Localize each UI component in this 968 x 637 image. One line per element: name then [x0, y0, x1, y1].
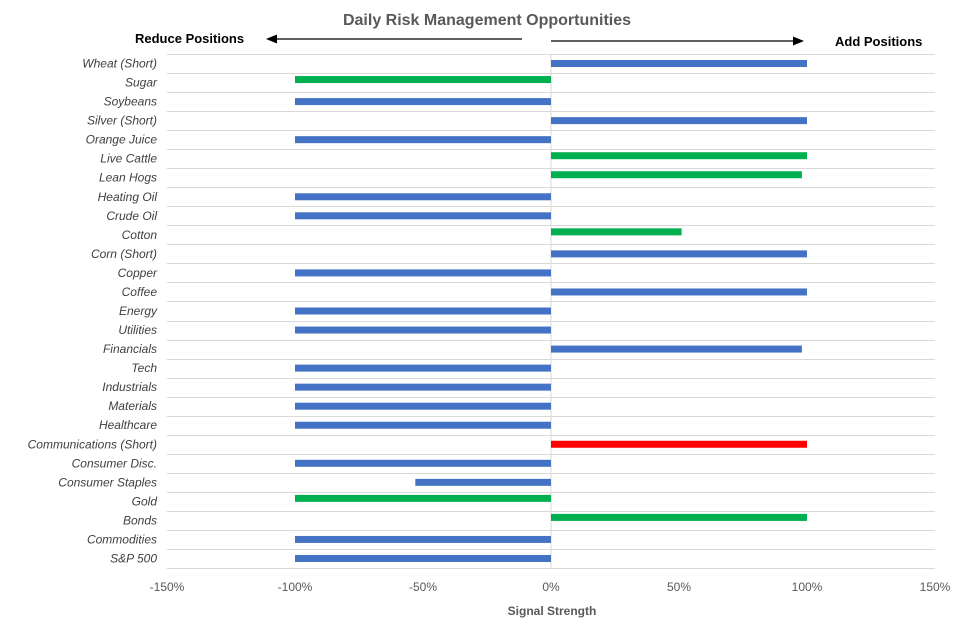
category-label: Wheat (Short)	[82, 57, 157, 71]
category-label: Materials	[108, 399, 157, 413]
bar-utilities	[295, 326, 551, 334]
x-tick-label: 0%	[542, 580, 560, 594]
bar-crude-oil	[295, 212, 551, 220]
bar-bonds	[551, 513, 807, 521]
category-label: Crude Oil	[106, 209, 157, 223]
bar-cotton	[551, 228, 682, 236]
bar-wheat-short	[551, 60, 807, 68]
bar-s-p-500	[295, 554, 551, 562]
category-label: Healthcare	[99, 418, 157, 432]
x-tick-label: -150%	[150, 580, 185, 594]
bar-corn-short	[551, 250, 807, 258]
chart-title: Daily Risk Management Opportunities	[343, 12, 631, 29]
bar-lean-hogs	[551, 171, 802, 179]
bar-communications-short	[551, 440, 807, 448]
category-label: Commodities	[87, 532, 157, 546]
reduce-positions-label: Reduce Positions	[135, 31, 244, 46]
category-label: Energy	[119, 304, 158, 318]
category-label: Copper	[118, 266, 158, 280]
x-tick-label: 50%	[667, 580, 691, 594]
bar-industrials	[295, 383, 551, 391]
bar-coffee	[551, 288, 807, 296]
category-label: Coffee	[122, 285, 158, 299]
x-axis-title: Signal Strength	[508, 604, 597, 618]
bar-materials	[295, 402, 551, 410]
bar-consumer-disc	[295, 459, 551, 467]
bar-orange-juice	[295, 136, 551, 144]
add-positions-label: Add Positions	[835, 34, 922, 49]
category-label: Soybeans	[104, 95, 157, 109]
category-label: Silver (Short)	[87, 114, 157, 128]
x-tick-label: -50%	[409, 580, 437, 594]
category-label: Communications (Short)	[28, 437, 157, 451]
category-label: Corn (Short)	[91, 247, 157, 261]
bar-copper	[295, 269, 551, 277]
category-label: Financials	[103, 342, 157, 356]
category-label: Consumer Staples	[58, 475, 157, 489]
category-label: S&P 500	[110, 551, 157, 565]
category-label: Orange Juice	[86, 133, 158, 147]
bar-consumer-staples	[415, 478, 551, 486]
bar-commodities	[295, 535, 551, 543]
category-label: Bonds	[123, 513, 157, 527]
category-label: Utilities	[118, 323, 157, 337]
x-tick-label: -100%	[278, 580, 313, 594]
category-label: Consumer Disc.	[72, 456, 157, 470]
bar-gold	[295, 494, 551, 502]
bar-financials	[551, 345, 802, 353]
bar-energy	[295, 307, 551, 315]
category-label: Cotton	[122, 228, 158, 242]
category-label: Sugar	[125, 76, 158, 90]
x-tick-label: 100%	[792, 580, 823, 594]
bar-healthcare	[295, 421, 551, 429]
reduce-arrow	[266, 34, 522, 44]
bar-soybeans	[295, 98, 551, 106]
bar-live-cattle	[551, 152, 807, 160]
category-label: Tech	[131, 361, 157, 375]
category-label: Heating Oil	[98, 190, 158, 204]
add-arrow	[551, 36, 804, 46]
bar-heating-oil	[295, 193, 551, 201]
category-label: Live Cattle	[100, 152, 157, 166]
bar-sugar	[295, 76, 551, 84]
x-tick-label: 150%	[920, 580, 951, 594]
bar-silver-short	[551, 117, 807, 125]
bar-tech	[295, 364, 551, 372]
category-label: Industrials	[102, 380, 157, 394]
category-label: Lean Hogs	[99, 171, 157, 185]
category-label: Gold	[132, 494, 158, 508]
